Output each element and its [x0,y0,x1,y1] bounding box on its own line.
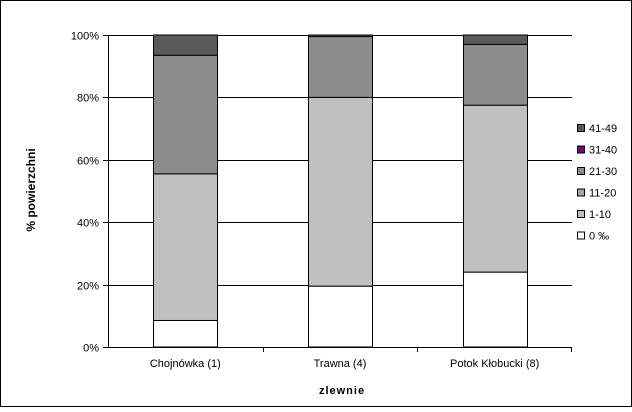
y-tick-label: 40% [77,218,99,230]
legend-label: 21-30 [589,166,617,178]
legend-swatch [577,188,585,197]
bar-segment [463,271,528,348]
bar-segment [308,285,373,348]
bar-segment [463,104,528,273]
y-tick-label: 100% [71,31,99,43]
y-tick-label: 0% [83,343,99,355]
x-tick-label: Potok Kłobucki (8) [450,358,539,370]
legend-swatch [577,124,585,132]
legend-label: 1-10 [589,209,611,221]
legend-label: 0 ‰ [589,231,609,243]
legend-label: 11-20 [589,188,616,200]
legend-swatch [577,145,585,154]
bars [153,34,528,348]
y-axis-title: % powierzchni [24,148,38,231]
legend: 41-49 31-40 21-30 11-20 1-10 0 ‰ [577,123,617,243]
x-tick-label: Trawna (4) [314,358,367,370]
y-tick-label: 20% [77,281,99,293]
bar-segment [308,36,373,98]
legend-label: 41-49 [589,123,617,135]
bar-segment [308,34,373,38]
legend-label: 31-40 [589,145,617,157]
x-axis-title: zlewnie [319,385,365,397]
y-tick-label: 60% [77,156,99,168]
bar-segment [153,173,218,321]
legend-swatch [577,167,585,175]
y-tick-label: 80% [77,93,99,105]
axes: 0% 20% 40% 60% 80% 100% Chojnówka (1) Trawna (4… [71,31,572,370]
legend-swatch [577,231,585,240]
bar-segment [463,43,528,106]
legend-swatch [577,210,585,218]
bar-segment [308,96,373,287]
bar-segment [153,34,218,56]
bar-segment [463,34,528,45]
bar-segment [153,54,218,175]
x-tick-label: Chojnówka (1) [150,358,221,370]
bar-segment [153,319,218,348]
